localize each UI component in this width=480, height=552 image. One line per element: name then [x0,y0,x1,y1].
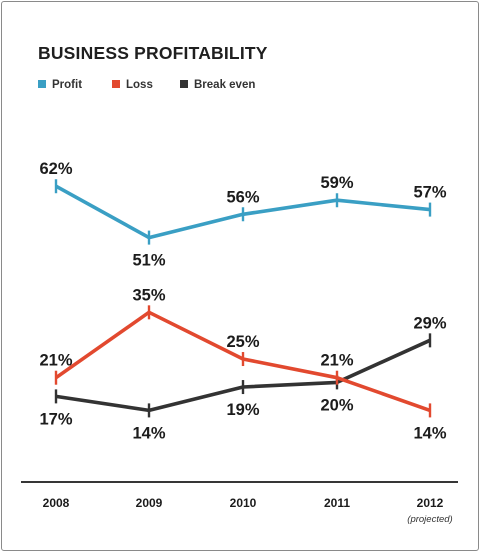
x-tick-label-2010: 2010 [230,496,257,510]
legend-label-profit: Profit [52,79,83,91]
legend-swatch-break-even [180,80,188,88]
data-label-break-even-2010: 19% [226,401,259,419]
legend-label-break-even: Break even [194,79,256,91]
data-label-profit-2009: 51% [132,252,165,270]
x-tick-label-2009: 2009 [136,496,163,510]
data-label-break-even-2012: 29% [413,314,446,332]
legend-item-loss: Loss [112,79,153,91]
legend-swatch-profit [38,80,46,88]
legend-swatch-loss [112,80,120,88]
legend-label-loss: Loss [126,79,153,91]
data-label-loss-2009: 35% [132,286,165,304]
data-label-profit-2008: 62% [39,160,72,178]
data-label-loss-2012: 14% [413,424,446,442]
data-label-profit-2012: 57% [413,184,446,202]
legend-item-profit: Profit [38,79,82,91]
x-tick-note-2012: (projected) [407,514,452,525]
x-tick-label-2008: 2008 [43,496,70,510]
x-tick-label-2012: 2012 [417,496,444,510]
x-tick-label-2011: 2011 [324,496,350,510]
data-label-loss-2011: 21% [320,352,353,370]
data-label-profit-2010: 56% [226,188,259,206]
data-label-loss-2008: 21% [39,352,72,370]
data-label-loss-2010: 25% [226,333,259,351]
data-label-break-even-2011: 20% [320,396,353,414]
chart-title: BUSINESS PROFITABILITY [38,43,268,63]
data-label-profit-2011: 59% [320,174,353,192]
data-label-break-even-2008: 17% [39,410,72,428]
data-label-break-even-2009: 14% [132,424,165,442]
legend-item-break-even: Break even [180,79,255,91]
